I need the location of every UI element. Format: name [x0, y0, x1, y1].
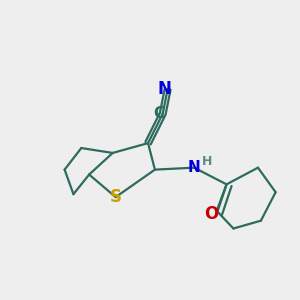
Text: C: C	[153, 106, 164, 121]
Text: O: O	[204, 205, 218, 223]
Text: N: N	[188, 160, 200, 175]
Text: N: N	[158, 80, 172, 98]
Text: H: H	[202, 155, 213, 168]
Text: S: S	[110, 188, 122, 206]
